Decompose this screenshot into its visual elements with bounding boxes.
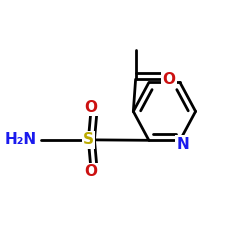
Text: O: O xyxy=(84,100,97,115)
Text: H₂N: H₂N xyxy=(4,132,36,147)
Text: N: N xyxy=(177,136,190,152)
Text: S: S xyxy=(83,132,94,147)
Text: O: O xyxy=(84,164,97,180)
Text: O: O xyxy=(162,72,175,87)
